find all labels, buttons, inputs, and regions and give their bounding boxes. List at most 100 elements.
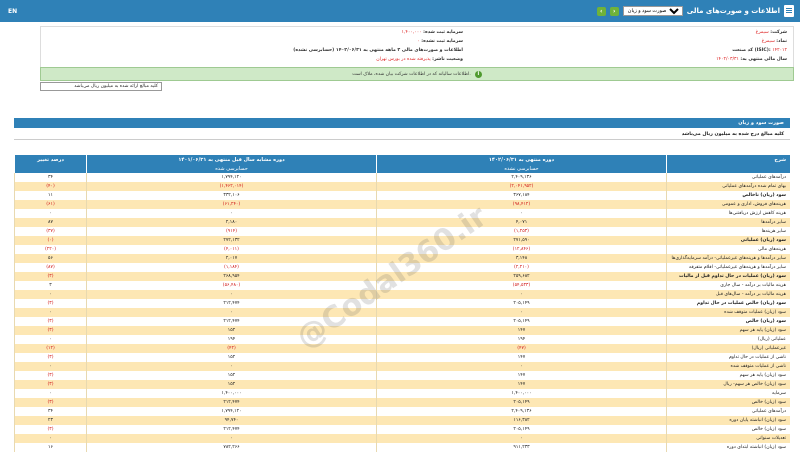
subheader-cur: حسابرسی نشده — [376, 165, 666, 173]
status-label: وضعیت ناشر: — [432, 57, 463, 62]
row-prev: ۱۵۲ — [86, 371, 376, 381]
row-pct: ۱۱ — [14, 191, 86, 201]
row-desc: سود (زیان) خالص — [666, 425, 790, 435]
section-note: کلیه مبالغ درج شده به میلیون ریال می‌باش… — [14, 130, 790, 140]
row-desc: سود (زیان) خالص هر سهم- ریال — [666, 380, 790, 390]
table-row: (۳) ۲۶۸,۹۵۴ ۲۵۹,۶۸۲ سود (زیان) عملیات در حا… — [14, 272, 790, 282]
row-prev: ۰ — [86, 308, 376, 318]
prev-button[interactable]: ‹ — [596, 6, 606, 16]
row-desc: سرمایه — [666, 389, 790, 399]
next-button[interactable]: › — [609, 6, 619, 16]
reg-capital-value: ۱,۴۰۰,۰۰۰ — [401, 30, 422, 35]
row-prev: ۲۱۲,۴۷۴ — [86, 299, 376, 309]
table-row: (۳) ۲۱۲,۴۷۴ ۲۰۵,۱۴۹ سود (زیان) خالص — [14, 425, 790, 435]
isic-label: کد صنعت (ISIC): — [732, 48, 771, 53]
row-pct: (۶۱) — [14, 200, 86, 210]
row-prev: ۱۵۲ — [86, 326, 376, 336]
row-pct: ۰ — [14, 209, 86, 219]
language-toggle[interactable]: EN — [8, 7, 18, 15]
row-pct: ۵۶ — [14, 254, 86, 264]
row-desc: درآمدهای عملیاتی — [666, 173, 790, 183]
period-row: اطلاعات و صورت‌های مالی ۳ ماهه منتهی به … — [293, 48, 463, 53]
unit-select[interactable]: کلیه مبالغ ارائه شده به میلیون ریال می‌ب… — [40, 82, 162, 91]
notice-text: اطلاعات سالیانه که در اطلاعات شرکت بیان … — [352, 71, 471, 77]
table-row: ۰ ۰ ۰ تعدیلات سنواتی — [14, 434, 790, 444]
table-row: (۳) ۱۵۲ ۱۴۷ سود (زیان) پایه هر سهم — [14, 326, 790, 336]
table-row: (۴۰) (۱,۴۶۲,۰۱۴) (۲,۰۴۱,۹۵۲) بهای تمام شده … — [14, 182, 790, 192]
row-pct: (۳) — [14, 326, 86, 336]
row-cur: ۳,۱۴۸ — [376, 254, 666, 264]
symbol-row: نماد: سیمرغ — [762, 39, 787, 44]
isic-value: ۱۴۲۰۱۲ — [772, 48, 787, 53]
status-row: وضعیت ناشر: پذیرفته شده در بورس تهران — [376, 57, 463, 62]
table-row: ۳۴ ۱,۷۹۴,۱۲۰ ۲,۴۰۹,۱۳۶ درآمدهای عملیاتی — [14, 407, 790, 417]
row-desc: سود (زیان) خالص عملیات در حال تداوم — [666, 299, 790, 309]
table-row: (۳) ۲۱۲,۴۷۴ ۲۰۵,۱۴۹ سود (زیان) خالص عملیات … — [14, 299, 790, 309]
table-row: (۳) ۲۱۲,۴۷۴ ۲۰۵,۱۴۹ سود (زیان) خالص — [14, 398, 790, 408]
row-cur: ۲۵۹,۶۸۲ — [376, 272, 666, 282]
subheader-desc — [666, 165, 790, 173]
row-prev: ۲,۱۸۰ — [86, 218, 376, 228]
row-pct: ۰ — [14, 362, 86, 372]
header-prev: دوره مشابه سال قبل منتهی به ۱۴۰۱/۰۶/۳۱ — [86, 155, 376, 165]
row-pct: (۴۰) — [14, 182, 86, 192]
reg-capital-label: سرمایه ثبت شده: — [423, 30, 463, 35]
section-note-text: کلیه مبالغ درج شده به میلیون ریال می‌باش… — [681, 132, 784, 137]
row-pct: ۲۳ — [14, 416, 86, 426]
row-cur: ۰ — [376, 290, 666, 300]
row-desc: سود (زیان) انباشته پایان دوره — [666, 416, 790, 426]
row-prev: ۲۱۲,۴۷۴ — [86, 425, 376, 435]
subheader-prev: حسابرسی شده — [86, 165, 376, 173]
table-row: (۲۲۰) (۴,۰۱۱) (۱۲,۸۴۶) هزینه‌های مالی — [14, 245, 790, 255]
row-desc: سود (زیان) ناخالص — [666, 191, 790, 201]
row-cur: ۱۹۴ — [376, 335, 666, 345]
row-prev: ۱۹۴ — [86, 335, 376, 345]
fiscal-row: سال مالی منتهی به: ۱۴۰۲/۰۳/۳۱ — [716, 57, 787, 62]
row-pct: ۳۴ — [14, 173, 86, 183]
table-row: ۰ ۰ ۰ ناشی از عملیات متوقف شده — [14, 362, 790, 372]
table-row: ۸۷ ۲,۱۸۰ ۴,۰۷۱ سایر درآمدها — [14, 218, 790, 228]
table-row: ۰ ۰ ۰ سود (زیان) عملیات متوقف شده — [14, 308, 790, 318]
info-icon: i — [474, 70, 482, 78]
row-pct: (۳) — [14, 398, 86, 408]
statement-select[interactable]: صورت سود و زیان — [622, 6, 683, 16]
row-prev: ۲,۰۱۷ — [86, 254, 376, 264]
table-row: ۲۳ ۹۴,۷۴۰ ۱۱۶,۳۸۲ سود (زیان) انباشته پایان … — [14, 416, 790, 426]
row-cur: ۲۰۵,۱۴۹ — [376, 398, 666, 408]
row-cur: ۳۶۷,۱۸۴ — [376, 191, 666, 201]
row-prev: (۱,۴۶۲,۰۱۴) — [86, 182, 376, 192]
row-cur: (۲,۰۴۱,۹۵۲) — [376, 182, 666, 192]
company-value: سیمرغ — [755, 30, 769, 35]
row-desc: ناشی از عملیات متوقف شده — [666, 362, 790, 372]
table-body: ۳۴ ۱,۷۹۴,۱۲۰ ۲,۴۰۹,۱۳۶ درآمدهای عملیاتی (۴۰)… — [14, 173, 790, 452]
row-desc: سود (زیان) عملیات در حال تداوم قبل از ما… — [666, 272, 790, 282]
row-desc: هزینه کاهش ارزش دریافتنی‌ها — [666, 209, 790, 219]
row-desc: سود (زیان) پایه هر سهم — [666, 371, 790, 381]
row-pct: (۳) — [14, 272, 86, 282]
table-row: (۶۱) (۶۱,۲۴۰) (۹۸,۴۱۲) هزینه‌های فروش، ادار… — [14, 200, 790, 210]
row-prev: ۷۸۲,۲۶۶ — [86, 443, 376, 452]
row-prev: (۵۶,۴۸۰) — [86, 281, 376, 291]
fiscal-value: ۱۴۰۲/۰۳/۳۱ — [716, 57, 739, 62]
section-title-bar: صورت سود و زیان — [14, 118, 790, 128]
table-row: (۳) ۱۵۲ ۱۴۷ سود (زیان) خالص هر سهم- ریال — [14, 380, 790, 390]
status-value: پذیرفته شده در بورس تهران — [376, 57, 431, 62]
table-row: (۰) ۲۷۲,۱۳۲ ۲۷۱,۵۹۰ سود (زیان) عملیاتی — [14, 236, 790, 246]
row-desc: هزینه مالیات بر درآمد - سال جاری — [666, 281, 790, 291]
row-desc: سایر درآمدها و هزینه‌های غیرعملیاتی- اقل… — [666, 263, 790, 273]
document-icon — [784, 5, 794, 17]
table-row: (۳) ۱۵۲ ۱۴۷ ناشی از عملیات در حال تداوم — [14, 353, 790, 363]
table-row: ۰ ۱,۴۰۰,۰۰۰ ۱,۴۰۰,۰۰۰ سرمایه — [14, 389, 790, 399]
row-prev: ۱,۷۹۴,۱۲۰ — [86, 173, 376, 183]
table-row: ۰ ۰ ۰ هزینه مالیات بر درآمد - سال‌های قبل — [14, 290, 790, 300]
header-pct: درصد تغییر — [14, 155, 86, 165]
row-prev: ۲۱۲,۴۷۴ — [86, 398, 376, 408]
header-group: اطلاعات و صورت‌های مالی صورت سود و زیان … — [596, 5, 794, 17]
row-pct: ۰ — [14, 290, 86, 300]
row-prev: (۴۲) — [86, 344, 376, 354]
row-cur: (۵۴,۵۳۳) — [376, 281, 666, 291]
row-prev: ۰ — [86, 290, 376, 300]
row-prev: (۱,۱۸۴) — [86, 263, 376, 273]
row-pct: (۳) — [14, 371, 86, 381]
row-pct: ۰ — [14, 389, 86, 399]
